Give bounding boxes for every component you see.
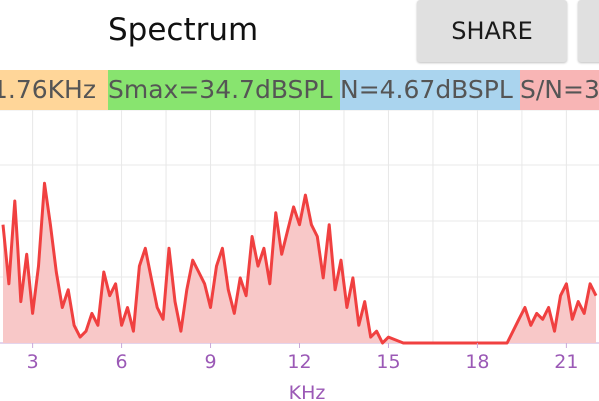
x-tick-label: 12: [287, 351, 311, 373]
spectrum-area: [3, 183, 596, 343]
signal-max-stat: Smax=34.7dBSPL: [108, 70, 340, 110]
snr-stat: S/N=3: [520, 70, 599, 110]
stats-bar: 1.76KHz Smax=34.7dBSPL N=4.67dBSPL S/N=3: [0, 70, 599, 110]
x-tick-label: 18: [465, 351, 489, 373]
x-axis-ticks: 3 6 9 12 15 18 21: [27, 343, 578, 373]
peak-frequency-stat: 1.76KHz: [0, 70, 108, 110]
x-tick-label: 21: [554, 351, 578, 373]
toolbar: Spectrum SHARE: [0, 0, 599, 66]
noise-stat: N=4.67dBSPL: [340, 70, 520, 110]
x-axis-label: KHz: [289, 382, 326, 401]
x-tick-label: 15: [376, 351, 400, 373]
x-tick-label: 3: [27, 351, 39, 373]
page-title: Spectrum: [108, 12, 259, 48]
x-tick-label: 6: [116, 351, 128, 373]
x-tick-label: 9: [204, 351, 216, 373]
share-button[interactable]: SHARE: [417, 0, 567, 62]
spectrum-line: [1, 181, 598, 345]
spectrum-chart[interactable]: 3 6 9 12 15 18 21 KHz: [0, 110, 599, 401]
overflow-button[interactable]: [578, 0, 599, 62]
